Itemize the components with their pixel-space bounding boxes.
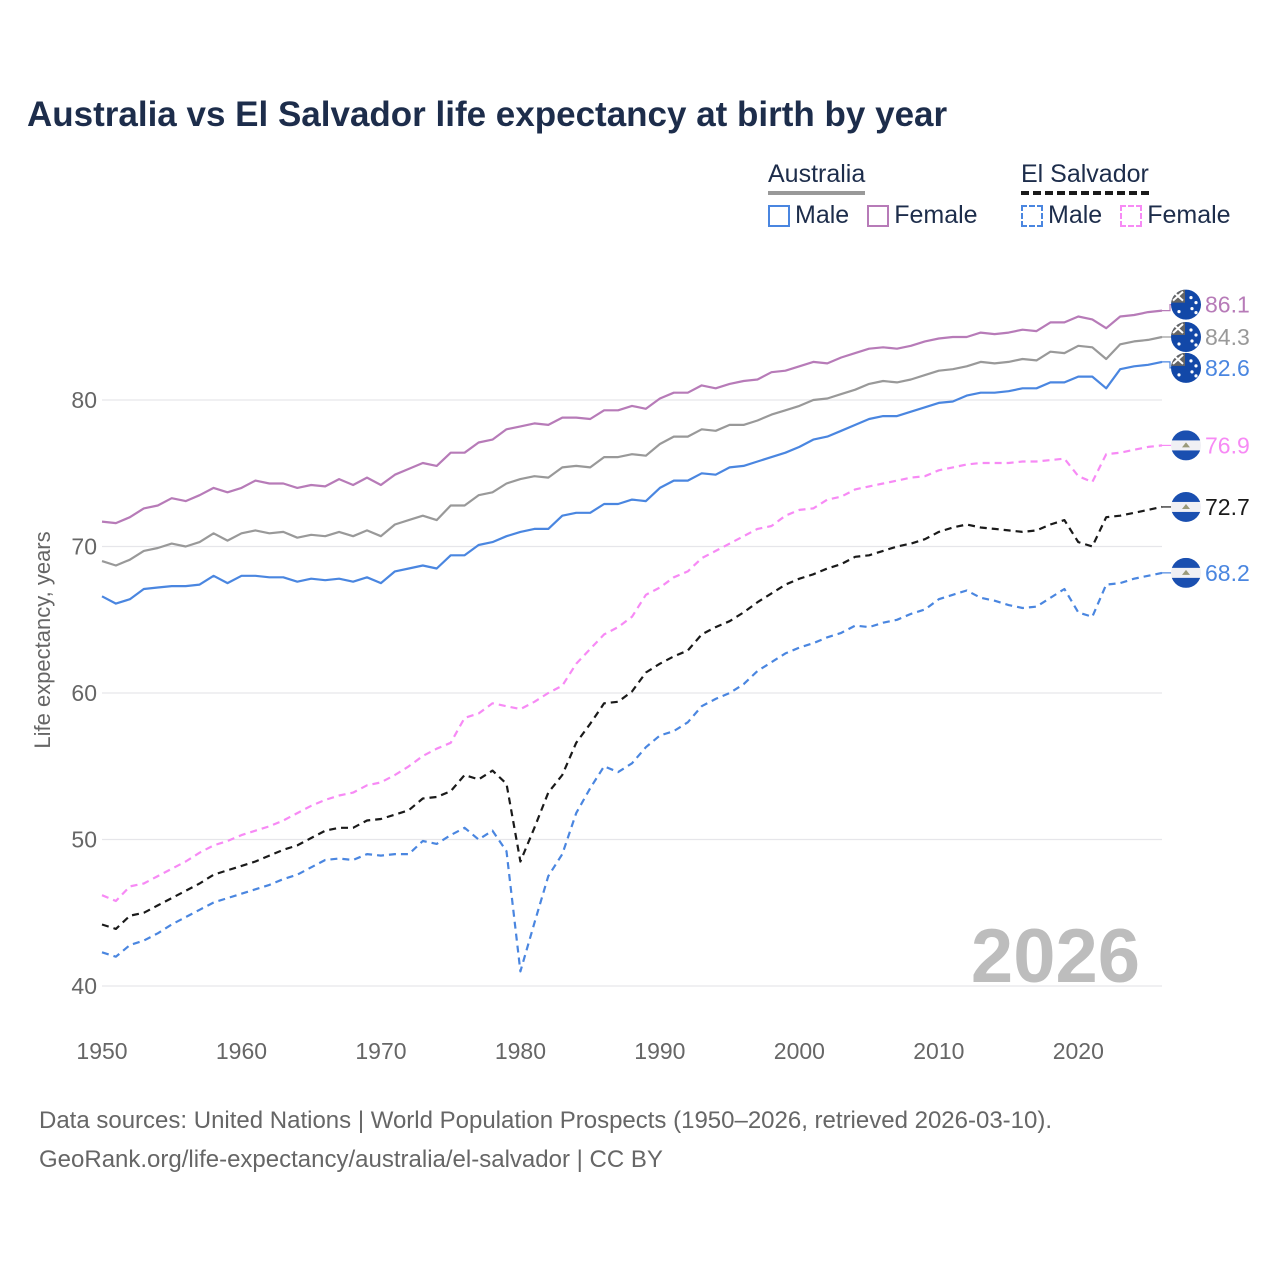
flag-emblem (1182, 569, 1190, 575)
flag-star (1189, 328, 1193, 332)
flag-cross (1172, 354, 1184, 365)
flag-stripe-top (1171, 557, 1201, 568)
el-salvador-flag-icon (1171, 430, 1201, 461)
flag-emblem (1182, 442, 1190, 448)
australia-flag-icon (1171, 289, 1201, 320)
flag-star (1194, 333, 1198, 337)
legend-australia: Australia Male Female (768, 160, 978, 230)
legend-swatch (1021, 204, 1043, 227)
series-line-australia-total (101, 335, 1163, 567)
flag-star (1194, 311, 1198, 315)
legend-swatch (1120, 204, 1143, 227)
flag-star (1190, 339, 1194, 343)
y-tick-label: 50 (71, 827, 97, 853)
flag-star (1190, 307, 1194, 311)
legend-label: Male (1048, 201, 1103, 229)
flag-star (1177, 310, 1181, 314)
series-line-el-salvador-male (101, 571, 1163, 973)
y-tick-label: 40 (71, 973, 97, 999)
australia-flag-icon (1171, 352, 1201, 383)
footer-source: Data sources: United Nations | World Pop… (39, 1107, 1053, 1134)
series-line-australia-female (101, 309, 1163, 525)
chart-title: Australia vs El Salvador life expectancy… (27, 95, 948, 134)
flag-star (1177, 373, 1181, 377)
flag-star (1194, 343, 1198, 347)
end-value-label: 86.1 (1205, 292, 1250, 318)
flag-cross (1172, 323, 1184, 334)
end-value-label: 76.9 (1205, 432, 1250, 458)
series-line-el-salvador-total (101, 505, 1163, 931)
flag-stripe-top (1171, 430, 1201, 441)
end-value-label: 82.6 (1205, 355, 1250, 381)
year-watermark: 2026 (971, 914, 1140, 999)
x-tick-label: 1950 (76, 1038, 127, 1064)
legend-item-australia-female[interactable]: Female (867, 201, 978, 230)
legend-item-australia-male[interactable]: Male (768, 201, 849, 230)
flag-star (1189, 359, 1193, 363)
legend-label: Female (894, 201, 978, 229)
x-tick-label: 2020 (1053, 1038, 1104, 1064)
end-value-label: 72.7 (1205, 494, 1250, 520)
x-tick-label: 2010 (913, 1038, 964, 1064)
flag-star (1194, 374, 1198, 378)
legend-label: Male (795, 201, 850, 229)
footer-link[interactable]: GeoRank.org/life-expectancy/australia/el… (39, 1146, 663, 1173)
flag-stripe-bottom (1171, 577, 1201, 588)
flag-emblem (1182, 503, 1190, 509)
y-tick-label: 60 (71, 680, 97, 706)
legend-label: Female (1147, 201, 1231, 229)
flag-star (1177, 342, 1181, 346)
flag-stripe-top (1171, 491, 1201, 502)
flag-star (1194, 301, 1198, 305)
flag-stripe-bottom (1171, 511, 1201, 522)
x-tick-label: 1960 (216, 1038, 267, 1064)
y-axis-label: Life expectancy, years (30, 531, 55, 748)
y-tick-label: 80 (71, 387, 97, 413)
el-salvador-flag-icon (1171, 491, 1201, 522)
flag-cross (1172, 290, 1184, 302)
x-tick-label: 1980 (495, 1038, 546, 1064)
australia-flag-icon (1171, 322, 1201, 353)
legend-el-salvador: El Salvador Male Female (1021, 160, 1231, 230)
legend-swatch (768, 204, 790, 227)
legend-item-el-salvador-male[interactable]: Male (1021, 201, 1102, 230)
legend-el-salvador-heading: El Salvador (1021, 160, 1149, 195)
flag-stripe-bottom (1171, 450, 1201, 461)
flag-star (1189, 296, 1193, 300)
end-value-label: 68.2 (1205, 560, 1250, 586)
legend-australia-heading: Australia (768, 160, 866, 195)
x-tick-label: 1970 (355, 1038, 406, 1064)
flag-star (1190, 370, 1194, 374)
legend-item-el-salvador-female[interactable]: Female (1120, 201, 1231, 230)
x-tick-label: 1990 (634, 1038, 685, 1064)
end-value-label: 84.3 (1205, 324, 1250, 350)
flag-star (1194, 364, 1198, 368)
series-line-australia-male (101, 360, 1163, 605)
el-salvador-flag-icon (1171, 557, 1201, 588)
series-line-el-salvador-female (101, 444, 1163, 903)
legend-swatch (867, 204, 890, 227)
x-tick-label: 2000 (774, 1038, 825, 1064)
y-tick-label: 70 (71, 534, 97, 560)
